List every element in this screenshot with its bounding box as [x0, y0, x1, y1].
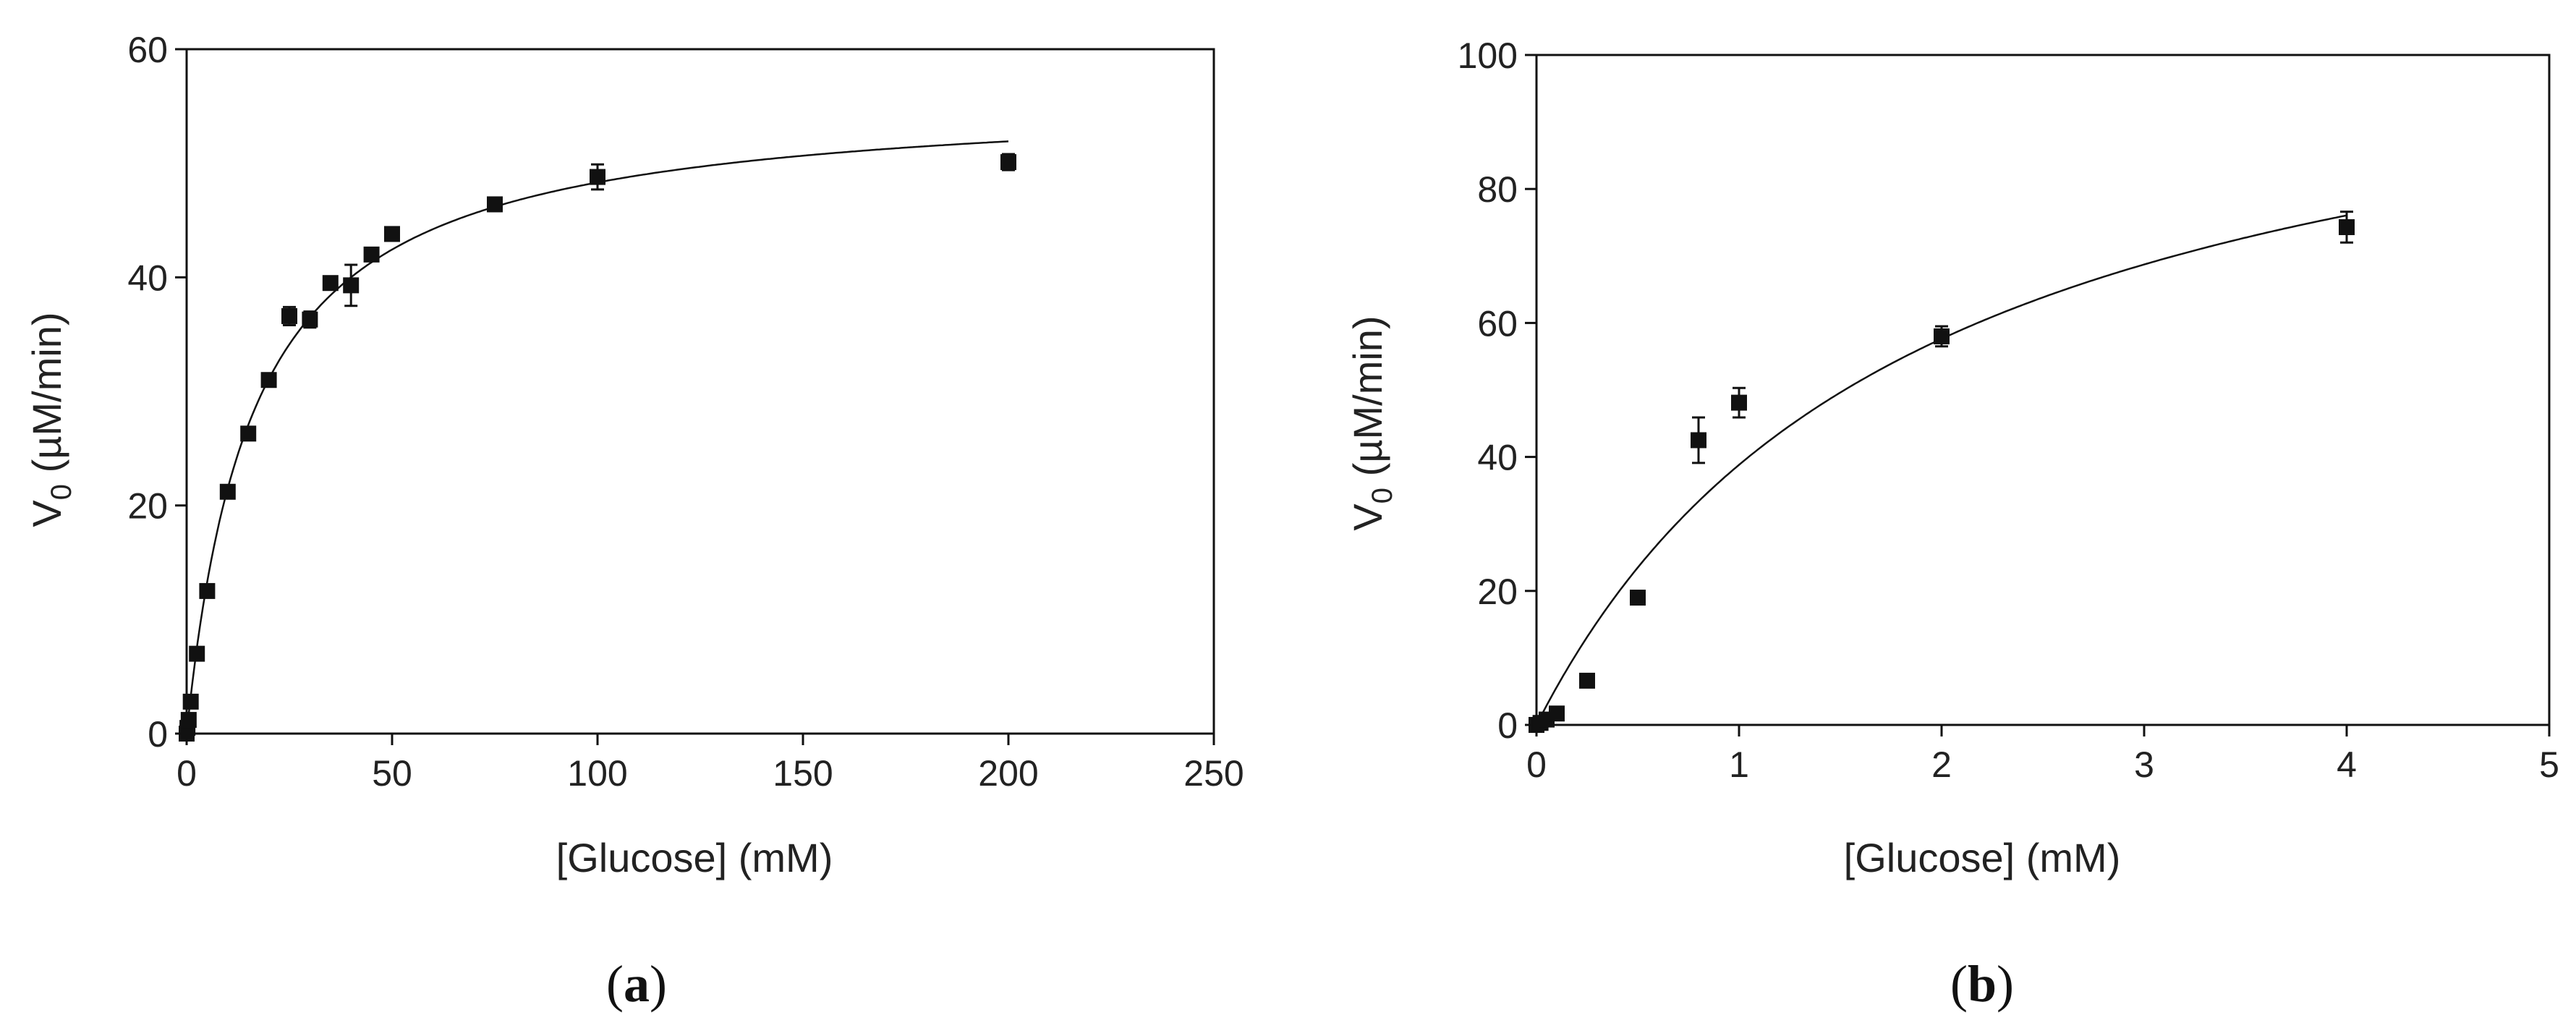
panel-b-data-point — [1934, 328, 1950, 344]
panel-a-data-point — [260, 372, 277, 388]
panel-a-x-axis-title: [Glucose] (mM) — [556, 835, 833, 880]
panel-b-label-letter: b — [1968, 955, 1997, 1013]
panel-b-x-tick-label: 1 — [1729, 744, 1749, 785]
panel-a-data-point — [343, 277, 360, 294]
panel-b-y-tick-label: 0 — [1497, 705, 1518, 746]
panel-a-y-tick-label: 0 — [148, 714, 168, 755]
panel-a-label: (a) — [606, 955, 667, 1013]
panel-b-x-tick-label: 5 — [2539, 744, 2559, 785]
panel-b-data-point — [1691, 432, 1706, 449]
panel-b-data-point — [1630, 590, 1646, 606]
panel-a-data-point — [199, 582, 216, 599]
panel-b-y-axis-title-main: V — [1345, 504, 1390, 531]
panel-b-data-point — [2339, 218, 2355, 235]
panel-b-plot-frame — [1535, 54, 2551, 726]
panel-a-plot-frame — [185, 48, 1215, 735]
panel-b-label: (b) — [1950, 955, 2014, 1013]
panel-b-x-tick-label: 0 — [1526, 744, 1547, 785]
panel-a-x-tick-label: 0 — [177, 753, 197, 794]
panel-b-data-point — [1731, 394, 1747, 411]
panel-a-x-tick-label: 250 — [1183, 753, 1244, 794]
panel-a-data-point — [189, 645, 205, 662]
panel-b-y-tick-label: 20 — [1477, 572, 1518, 612]
panel-a-data-point — [182, 693, 199, 710]
panel-b-data-point — [1549, 705, 1565, 722]
panel-a-x-tick-label: 200 — [978, 753, 1038, 794]
panel-a-data-point — [219, 483, 236, 500]
panel-a-data-point — [240, 425, 257, 442]
panel-b-y-tick-label: 40 — [1477, 438, 1518, 478]
panel-a-data-point — [281, 307, 297, 324]
panel-a-label-close: ) — [650, 955, 667, 1013]
panel-b-y-axis-title-sub: 0 — [1366, 488, 1398, 504]
panel-b-x-tick-label: 3 — [2134, 744, 2154, 785]
panel-a-data-point — [180, 712, 197, 729]
panel-a-data-point — [302, 311, 318, 328]
panel-b-y-axis-title: V0 (µM/min) — [1345, 315, 1398, 530]
panel-a-x-tick-label: 50 — [372, 753, 412, 794]
panel-a-y-axis-title-main: V — [24, 500, 69, 527]
panel-a-y-tick-label: 20 — [127, 486, 168, 527]
panel-a-data-point — [1000, 154, 1016, 171]
panel-b-x-tick-label: 4 — [2337, 744, 2357, 785]
panel-b-y-tick-label: 60 — [1477, 303, 1518, 344]
panel-b-label-open: ( — [1950, 955, 1968, 1013]
panel-a-data-point — [363, 246, 380, 263]
panel-a-data-point — [590, 169, 605, 185]
panel-a-y-tick-label: 40 — [127, 258, 168, 298]
panel-a-data-point — [384, 226, 400, 242]
panel-a-y-tick-label: 60 — [127, 30, 168, 70]
panel-a-marks: 0 50 100 150 200 250 0 20 40 60 — [127, 30, 1244, 794]
panel-b-data-point — [1579, 672, 1595, 689]
panel-b-x-tick-label: 2 — [1931, 744, 1952, 785]
panel-b-marks: 0 1 2 3 4 5 0 20 40 60 80 100 — [1458, 35, 2559, 785]
panel-a-y-axis-title-sub: 0 — [46, 484, 77, 500]
panel-b-label-close: ) — [1997, 955, 2014, 1013]
panel-a-data-point — [487, 196, 503, 213]
panel-b-x-axis-title: [Glucose] (mM) — [1844, 835, 2121, 880]
panel-a-x-tick-label: 100 — [567, 753, 627, 794]
panel-b-y-tick-label: 100 — [1458, 35, 1518, 76]
panel-a-y-axis-title-rest: (µM/min) — [24, 312, 69, 484]
panel-b-y-axis-title-rest: (µM/min) — [1345, 315, 1390, 488]
panel-b-y-tick-label: 80 — [1477, 169, 1518, 210]
panel-a-x-tick-label: 150 — [773, 753, 833, 794]
panel-a-data-point — [322, 275, 339, 292]
panel-a-y-axis-title: V0 (µM/min) — [24, 312, 77, 527]
panel-a-label-letter: a — [624, 955, 650, 1013]
panel-a-label-open: ( — [606, 955, 624, 1013]
